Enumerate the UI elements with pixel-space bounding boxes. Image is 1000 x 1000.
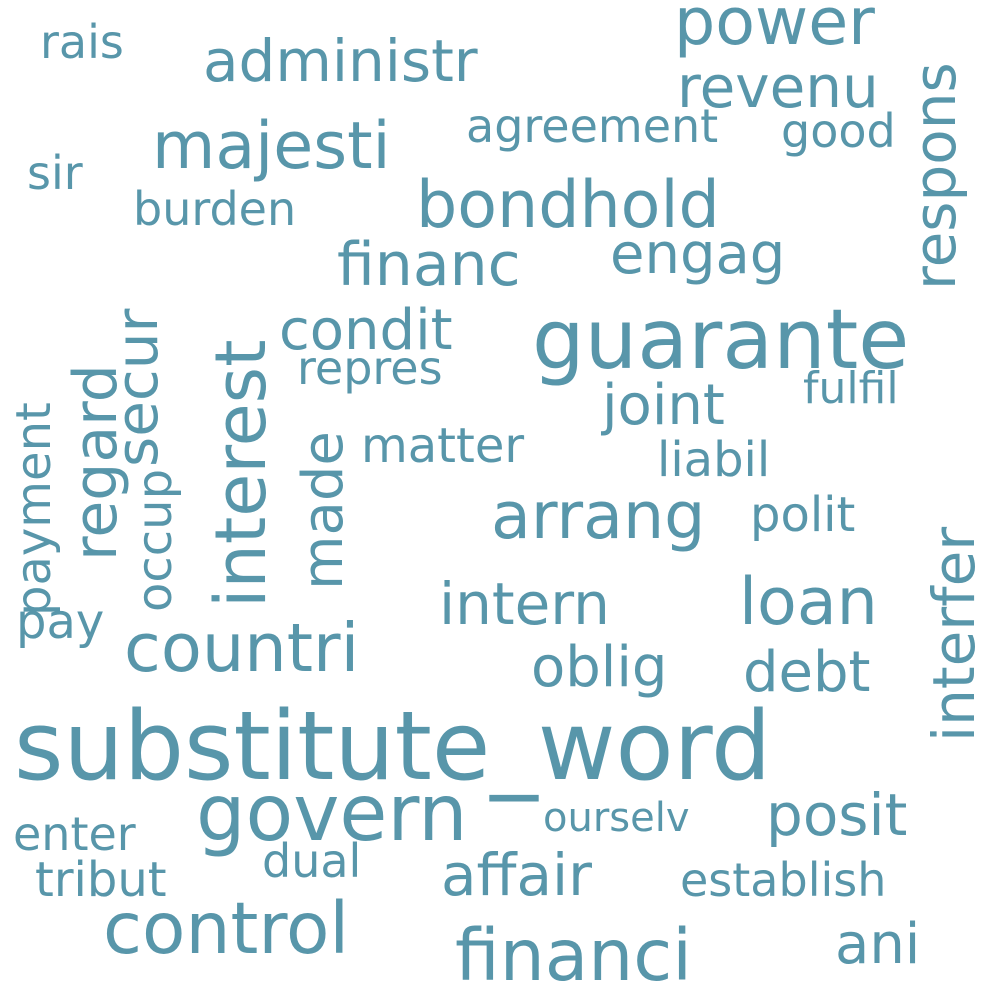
word-dual: dual	[262, 834, 362, 888]
word-sir: sir	[27, 146, 83, 200]
word-substitute-word: substitute_word	[14, 692, 772, 802]
word-occup: occup	[127, 468, 183, 612]
word-made: made	[291, 431, 356, 590]
word-loan: loan	[739, 565, 878, 640]
word-tribut: tribut	[35, 852, 167, 908]
word-revenu: revenu	[677, 53, 879, 121]
word-interfer: interfer	[920, 526, 988, 742]
word-liabil: liabil	[657, 432, 771, 488]
word-respons: respons	[901, 62, 969, 290]
word-majesti: majesti	[152, 109, 391, 184]
word-enter: enter	[13, 807, 136, 861]
word-affair: affair	[441, 841, 593, 909]
word-financ: financ	[337, 230, 521, 300]
word-debt: debt	[743, 640, 871, 705]
word-agreement: agreement	[466, 99, 719, 153]
word-power: power	[674, 0, 875, 60]
word-intern: intern	[439, 570, 610, 638]
word-repres: repres	[297, 341, 443, 395]
word-bondhold: bondhold	[416, 168, 720, 243]
word-establish: establish	[680, 853, 887, 907]
word-ani: ani	[835, 912, 921, 977]
word-guarante: guarante	[532, 291, 910, 388]
word-countri: countri	[124, 609, 360, 687]
word-arrang: arrang	[491, 479, 706, 554]
word-matter: matter	[361, 418, 525, 474]
word-financi: financi	[455, 914, 692, 997]
word-secur: secur	[103, 308, 171, 467]
word-joint: joint	[602, 373, 725, 438]
word-condit: condit	[279, 298, 453, 363]
word-fulfil: fulfil	[803, 363, 899, 414]
word-posit: posit	[766, 781, 908, 849]
word-payment: payment	[6, 402, 62, 616]
word-good: good	[781, 104, 896, 158]
word-interest: interest	[200, 339, 282, 608]
word-ourselv: ourselv	[543, 795, 690, 841]
word-pay: pay	[16, 594, 105, 650]
word-burden: burden	[133, 182, 297, 236]
word-rais: rais	[40, 15, 124, 69]
word-control: control	[103, 887, 350, 970]
word-govern: govern	[196, 769, 468, 859]
word-administr: administr	[203, 27, 478, 95]
word-engag: engag	[610, 222, 786, 287]
word-polit: polit	[750, 487, 856, 543]
word-oblig: oblig	[531, 635, 668, 700]
